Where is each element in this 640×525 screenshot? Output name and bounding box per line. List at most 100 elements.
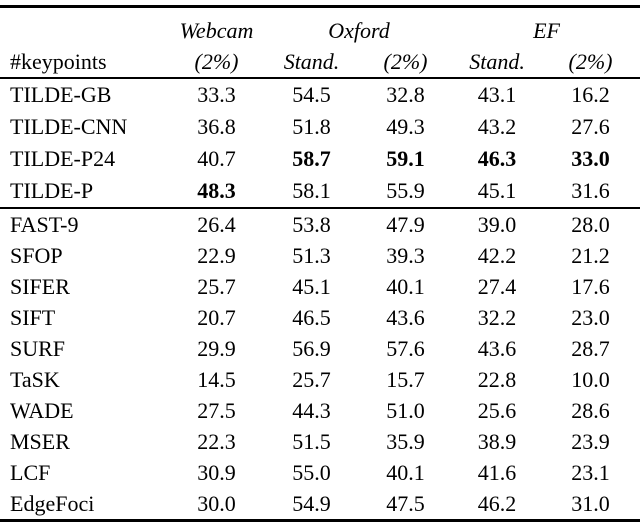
- table-row: SURF 29.9 56.9 57.6 43.6 28.7: [0, 333, 640, 364]
- value-cell: 29.9: [197, 335, 236, 361]
- value-cell: 28.0: [541, 207, 640, 240]
- group-header-webcam: Webcam: [179, 18, 254, 43]
- value-cell: 23.9: [571, 428, 610, 454]
- value-cell: 40.7: [197, 146, 236, 171]
- value-cell: 25.7: [292, 366, 331, 392]
- value-cell: 47.5: [386, 490, 425, 516]
- column-header-oxford-2pct: (2%): [358, 46, 454, 79]
- value-cell: 42.2: [477, 242, 517, 268]
- group-header-oxford: Oxford: [328, 18, 390, 43]
- value-cell: 25.6: [477, 397, 517, 423]
- value-cell: 27.4: [477, 273, 517, 299]
- value-cell: 10.0: [571, 366, 610, 392]
- row-label: TILDE-P24: [10, 146, 116, 171]
- row-label: SIFER: [10, 273, 70, 299]
- value-cell: 16.2: [571, 82, 610, 107]
- row-label: TaSK: [10, 366, 60, 392]
- value-cell: 43.6: [477, 335, 517, 361]
- value-cell: 43.2: [477, 114, 517, 139]
- row-label: WADE: [10, 397, 74, 423]
- group-header-empty: [0, 7, 168, 47]
- row-label: TILDE-CNN: [10, 114, 128, 139]
- value-cell: 46.3: [477, 146, 517, 171]
- value-cell: 44.3: [292, 397, 331, 423]
- value-cell: 45.1: [292, 273, 331, 299]
- value-cell: 41.6: [477, 459, 517, 485]
- value-cell: 35.9: [386, 428, 425, 454]
- value-cell: 33.0: [571, 146, 610, 171]
- value-cell: 55.9: [386, 178, 425, 203]
- value-cell: 45.1: [477, 178, 517, 203]
- table-row: TILDE-P 48.3 58.1 55.9 45.1 31.6: [0, 175, 640, 208]
- value-cell: 33.3: [197, 82, 236, 107]
- value-cell: 47.9: [358, 207, 454, 240]
- value-cell: 20.7: [197, 304, 236, 330]
- table-row: TILDE-P24 40.7 58.7 59.1 46.3 33.0: [0, 143, 640, 175]
- table-row: SIFT 20.7 46.5 43.6 32.2 23.0: [0, 302, 640, 333]
- table-row: WADE 27.5 44.3 51.0 25.6 28.6: [0, 395, 640, 426]
- value-cell: 54.9: [292, 490, 331, 516]
- column-header-keypoints: #keypoints: [0, 46, 168, 79]
- column-header-ef-2pct: (2%): [541, 46, 640, 79]
- value-cell: 54.5: [292, 82, 331, 107]
- table-row: TILDE-GB 33.3 54.5 32.8 43.1 16.2: [0, 78, 640, 111]
- value-cell: 22.8: [477, 366, 517, 392]
- value-cell: 40.1: [386, 273, 425, 299]
- value-cell: 39.3: [386, 242, 425, 268]
- value-cell: 31.0: [571, 490, 610, 516]
- value-cell: 27.5: [197, 397, 236, 423]
- value-cell: 46.2: [477, 490, 517, 516]
- row-label: EdgeFoci: [10, 490, 95, 516]
- value-cell: 30.0: [197, 490, 236, 516]
- value-cell: 58.1: [292, 178, 331, 203]
- row-label: TILDE-P: [10, 178, 94, 203]
- value-cell: 56.9: [292, 335, 331, 361]
- value-cell: 15.7: [386, 366, 425, 392]
- value-cell: 58.7: [292, 146, 331, 171]
- value-cell: 38.9: [477, 428, 517, 454]
- table-body: TILDE-GB 33.3 54.5 32.8 43.1 16.2 TILDE-CNN 36.…: [0, 78, 640, 521]
- value-cell: 23.1: [571, 459, 610, 485]
- row-label: FAST-9: [0, 207, 168, 240]
- value-cell: 23.0: [571, 304, 610, 330]
- value-cell: 22.3: [197, 428, 236, 454]
- value-cell: 32.8: [386, 82, 425, 107]
- table-row: FAST-9 26.4 53.8 47.9 39.0 28.0: [0, 207, 640, 240]
- table-row: LCF 30.9 55.0 40.1 41.6 23.1: [0, 457, 640, 488]
- value-cell: 28.6: [571, 397, 610, 423]
- value-cell: 22.9: [197, 242, 236, 268]
- value-cell: 59.1: [386, 146, 425, 171]
- value-cell: 21.2: [571, 242, 610, 268]
- table-row: MSER 22.3 51.5 35.9 38.9 23.9: [0, 426, 640, 457]
- table-header: Webcam Oxford EF #keypoints (2%) Stand. …: [0, 7, 640, 79]
- table-row: TaSK 14.5 25.7 15.7 22.8 10.0: [0, 364, 640, 395]
- value-cell: 55.0: [292, 459, 331, 485]
- row-label: SIFT: [10, 304, 56, 330]
- value-cell: 27.6: [571, 114, 610, 139]
- table-row: SFOP 22.9 51.3 39.3 42.2 21.2: [0, 240, 640, 271]
- value-cell: 36.8: [197, 114, 236, 139]
- table-row: SIFER 25.7 45.1 40.1 27.4 17.6: [0, 271, 640, 302]
- value-cell: 46.5: [292, 304, 331, 330]
- value-cell: 26.4: [168, 207, 265, 240]
- value-cell: 49.3: [386, 114, 425, 139]
- value-cell: 32.2: [477, 304, 517, 330]
- results-table: Webcam Oxford EF #keypoints (2%) Stand. …: [0, 5, 640, 522]
- row-label: SURF: [10, 335, 66, 361]
- value-cell: 51.8: [292, 114, 331, 139]
- value-cell: 31.6: [571, 178, 610, 203]
- column-header-oxford-stand: Stand.: [265, 46, 358, 79]
- value-cell: 51.3: [292, 242, 331, 268]
- value-cell: 30.9: [197, 459, 236, 485]
- value-cell: 57.6: [386, 335, 425, 361]
- row-label: SFOP: [10, 242, 63, 268]
- value-cell: 25.7: [197, 273, 236, 299]
- row-label: MSER: [10, 428, 70, 454]
- group-header-row: Webcam Oxford EF: [0, 7, 640, 47]
- value-cell: 51.0: [386, 397, 425, 423]
- row-label: LCF: [10, 459, 51, 485]
- value-cell: 48.3: [197, 178, 236, 203]
- column-header-webcam-2pct: (2%): [168, 46, 265, 79]
- sub-header-row: #keypoints (2%) Stand. (2%) Stand. (2%): [0, 46, 640, 79]
